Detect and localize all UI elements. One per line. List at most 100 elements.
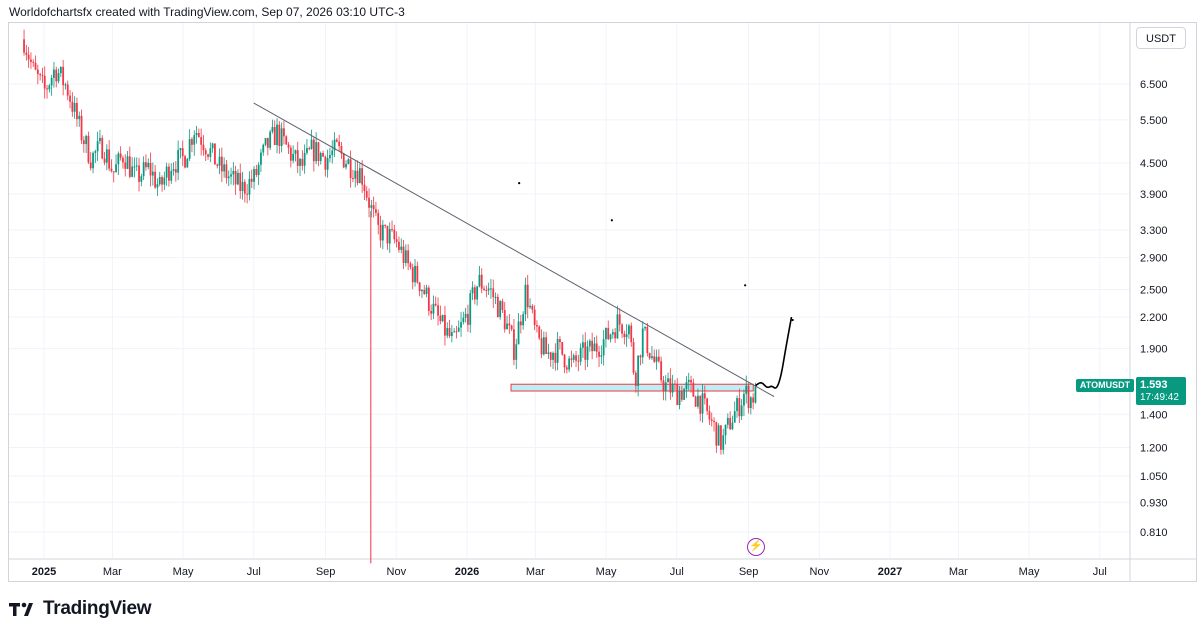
candle-body (664, 382, 667, 392)
candle-body (423, 289, 426, 294)
currency-button[interactable]: USDT (1136, 27, 1186, 49)
candle-body (358, 168, 361, 184)
candle-body (752, 397, 755, 403)
candle-body (579, 347, 582, 362)
candle-body (345, 163, 347, 168)
candle-body (694, 396, 697, 407)
bar-countdown: 17:49:42 (1140, 392, 1179, 403)
candle-body (690, 379, 692, 383)
candle-body (50, 77, 53, 86)
y-tick-label: 6.500 (1140, 79, 1168, 91)
candle-body (34, 62, 37, 70)
candle-body (526, 284, 529, 308)
candle-body (496, 296, 499, 318)
candle-body (414, 265, 416, 283)
candle-body (432, 303, 435, 314)
drawing-dot (518, 182, 521, 185)
candle-body (409, 263, 412, 268)
y-tick-label: 5.500 (1140, 115, 1168, 127)
candle-body (257, 164, 260, 176)
candle-body (595, 343, 598, 352)
candle-body (598, 351, 600, 357)
candle-body (306, 148, 308, 153)
lightning-icon[interactable]: ⚡ (747, 538, 765, 556)
candle-body (280, 128, 283, 146)
candle-body (262, 144, 265, 153)
candle-body (646, 326, 649, 353)
candle-body (593, 343, 596, 352)
candle-body (455, 331, 458, 333)
candle-body (460, 322, 462, 328)
candle-body (609, 334, 612, 340)
candle-body (278, 124, 281, 146)
x-tick-label: Jul (670, 566, 684, 578)
candle-body (563, 354, 566, 368)
candle-body (418, 282, 421, 292)
candle-body (478, 274, 481, 287)
candle-body (559, 339, 561, 343)
candle-body (43, 75, 46, 89)
projection-layer (518, 182, 794, 389)
x-tick-label: Jul (247, 566, 261, 578)
candle-body (140, 176, 143, 182)
candles (23, 29, 757, 455)
candle-body (246, 193, 249, 195)
candle-body (618, 314, 621, 325)
candle-body (697, 395, 699, 407)
candle-body (124, 162, 127, 169)
symbol-label: ATOMUSDT (1076, 379, 1134, 392)
x-tick-label: Mar (526, 566, 545, 578)
candle-body (195, 133, 198, 136)
y-tick-label: 1.900 (1140, 344, 1168, 356)
candle-body (740, 405, 743, 417)
candle-body (287, 144, 290, 148)
candle-body (457, 327, 460, 332)
candle-body (411, 267, 414, 283)
candle-body (234, 170, 237, 185)
candle-body (218, 156, 221, 166)
candle-body (62, 66, 65, 86)
x-axis: 2025 Mar May Jul Sep Nov 2026 Mar May Jul Sep Nov 20… (32, 566, 1107, 578)
projection-path (755, 316, 793, 389)
candle-body (331, 150, 334, 156)
candle-body (372, 205, 375, 210)
candle-body (266, 137, 269, 148)
x-tick-label: May (1019, 566, 1040, 578)
candle-body (322, 153, 324, 157)
candle-body (193, 135, 196, 145)
candle-body (538, 326, 541, 339)
candle-body (168, 166, 170, 181)
candle-body (434, 303, 437, 306)
y-tick-label: 0.930 (1140, 497, 1168, 509)
candle-body (402, 246, 405, 264)
candle-body (25, 52, 28, 55)
x-tick-label: 2027 (878, 566, 902, 578)
y-tick-label: 2.500 (1140, 285, 1168, 297)
candle-body (720, 425, 722, 450)
x-tick-label: Sep (316, 566, 336, 578)
candle-body (639, 355, 642, 358)
candle-body (55, 69, 58, 82)
candle-body (312, 139, 315, 162)
candle-body (186, 158, 189, 168)
candle-body (59, 66, 62, 74)
candle-body (510, 325, 513, 330)
candle-body (370, 205, 373, 208)
candle-body (582, 342, 584, 348)
candle-body (264, 137, 267, 145)
candle-body (48, 85, 51, 90)
y-tick-label: 4.500 (1140, 158, 1168, 170)
candle-body (416, 265, 419, 283)
candle-body (586, 346, 589, 360)
candle-body (506, 323, 508, 330)
candle-body (191, 139, 193, 145)
candle-body (315, 142, 318, 162)
candle-body (225, 164, 228, 179)
candle-body (32, 61, 35, 63)
chart-frame[interactable] (8, 22, 1197, 582)
candle-body (375, 209, 377, 213)
candle-body (230, 174, 232, 177)
x-tick-label: May (596, 566, 617, 578)
candle-body (623, 333, 626, 338)
